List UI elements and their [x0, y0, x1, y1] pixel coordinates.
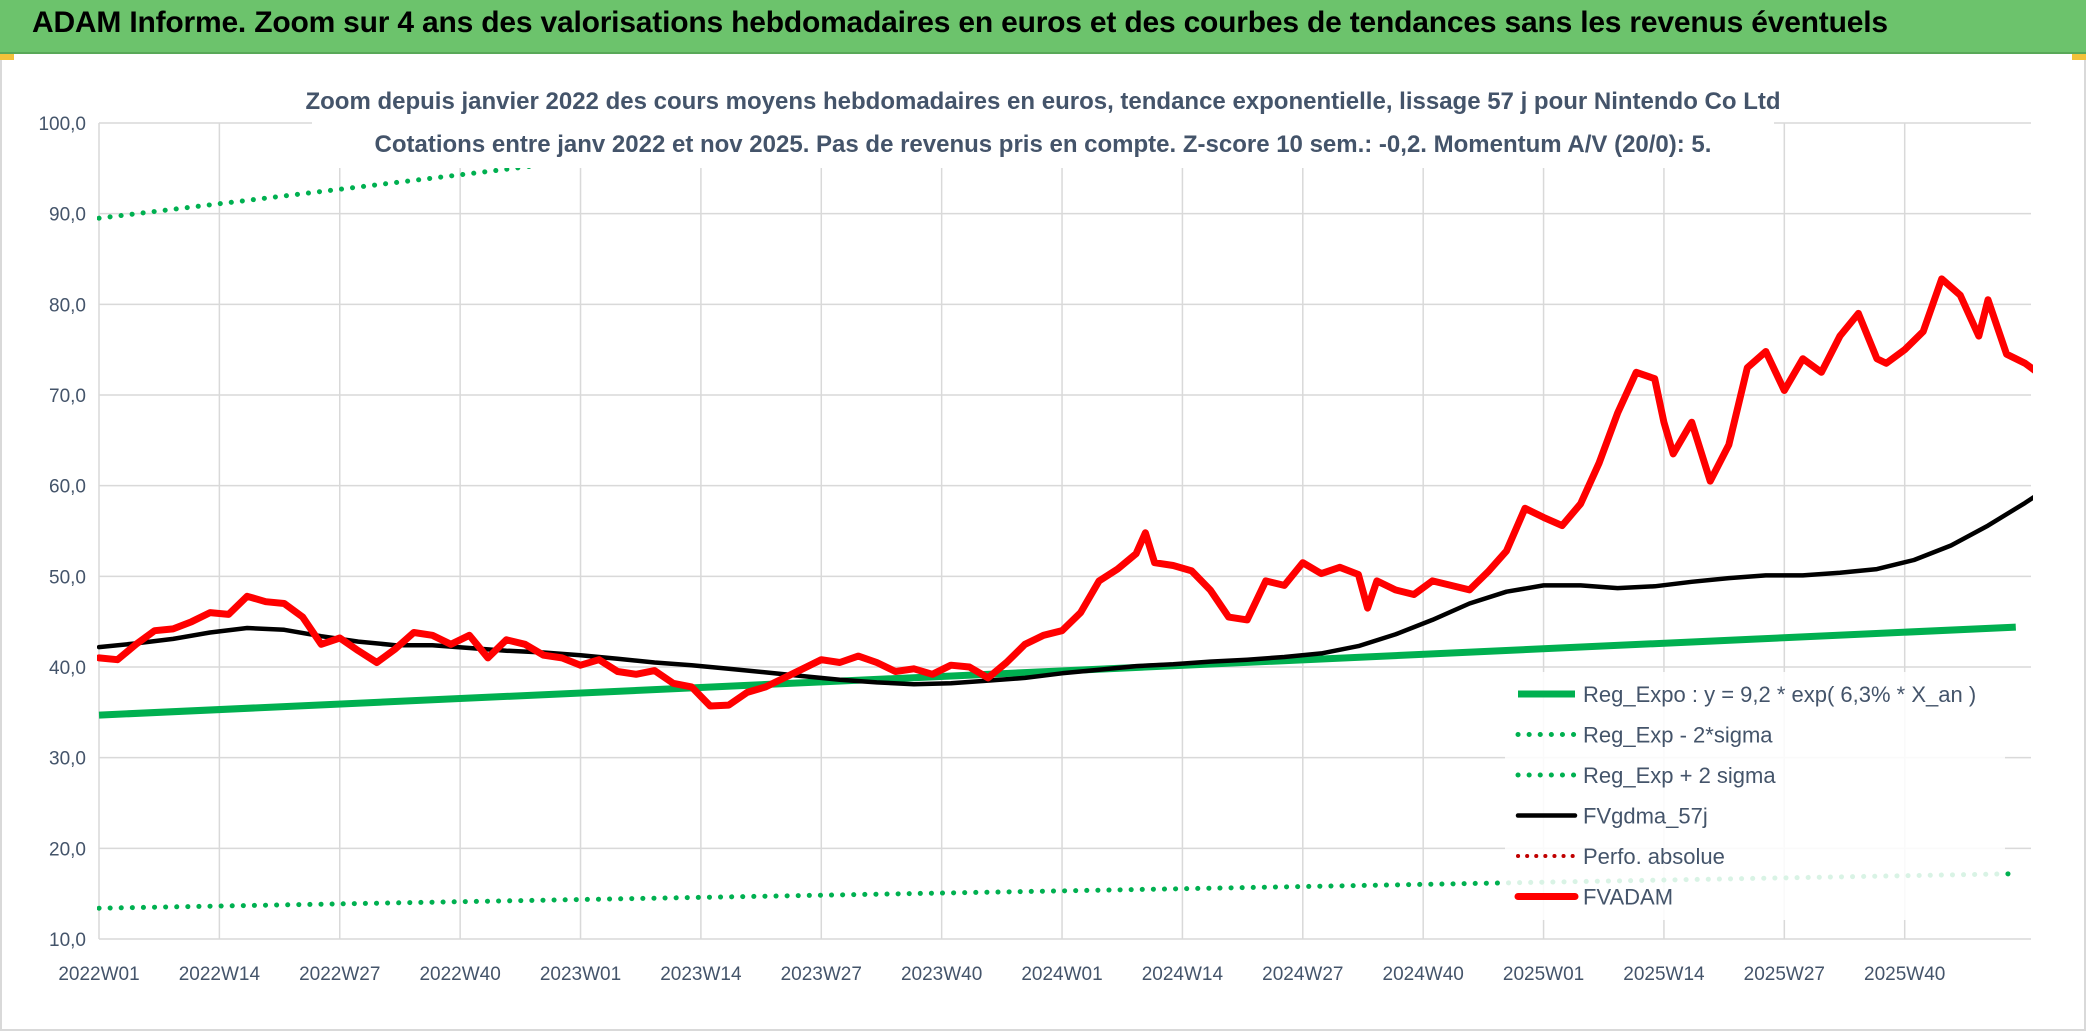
series-line-reg-exp-2-sigma [97, 121, 929, 221]
report-banner: ADAM Informe. Zoom sur 4 ans des valoris… [0, 0, 2086, 54]
x-tick-label: 2022W01 [58, 964, 139, 985]
x-tick-label: 2022W27 [299, 964, 380, 985]
x-tick-label: 2024W40 [1383, 964, 1464, 985]
chart-titles: Zoom depuis janvier 2022 des cours moyen… [305, 82, 1781, 168]
legend-label: Reg_Exp - 2*sigma [1583, 723, 1773, 748]
x-tick-label: 2025W27 [1744, 964, 1825, 985]
legend-label: Reg_Exp + 2 sigma [1583, 763, 1776, 788]
legend-label: FVADAM [1583, 885, 1673, 910]
corner-mark-right [2072, 54, 2086, 60]
y-tick-label: 10,0 [49, 930, 86, 951]
series-line-fvadam [97, 275, 2033, 710]
title-backdrop [312, 82, 1774, 168]
x-tick-label: 2023W40 [901, 964, 982, 985]
x-tick-label: 2025W40 [1864, 964, 1945, 985]
x-tick-label: 2025W14 [1623, 964, 1705, 985]
x-tick-label: 2023W14 [660, 964, 742, 985]
y-tick-label: 60,0 [49, 477, 86, 498]
y-tick-label: 80,0 [49, 295, 86, 316]
corner-mark-left [0, 54, 14, 60]
y-tick-label: 20,0 [49, 839, 86, 860]
chart-title: Zoom depuis janvier 2022 des cours moyen… [305, 88, 1780, 115]
y-tick-label: 50,0 [49, 567, 86, 588]
x-tick-label: 2024W14 [1142, 964, 1224, 985]
legend-backdrop [1505, 672, 2005, 920]
x-tick-label: 2022W14 [179, 964, 261, 985]
x-tick-label: 2023W27 [781, 964, 862, 985]
y-tick-label: 40,0 [49, 658, 86, 679]
legend-label: Perfo. absolue [1583, 844, 1725, 869]
x-tick-label: 2023W01 [540, 964, 621, 985]
y-tick-label: 90,0 [49, 205, 86, 226]
x-tick-label: 2024W01 [1021, 964, 1102, 985]
chart-subtitle: Cotations entre janv 2022 et nov 2025. P… [375, 131, 1712, 158]
y-tick-label: 70,0 [49, 386, 86, 407]
y-tick-label: 100,0 [38, 114, 86, 135]
gridlines [98, 122, 2031, 940]
x-tick-label: 2025W01 [1503, 964, 1584, 985]
axis-labels: 10,0 20,0 30,0 40,0 50,0 60,0 70,0 80,0 90,0 100,… [38, 114, 1945, 985]
legend-label: Reg_Expo : y = 9,2 * exp( 6,3% * X_an ) [1583, 682, 1976, 707]
x-tick-label: 2024W27 [1262, 964, 1343, 985]
banner-title: ADAM Informe. Zoom sur 4 ans des valoris… [32, 6, 1888, 39]
legend: Reg_Expo : y = 9,2 * exp( 6,3% * X_an ) R… [1505, 672, 2005, 920]
series-line-reg-expo-y-9-2-exp-6-3-x-an [98, 623, 2016, 719]
y-tick-label: 30,0 [49, 749, 86, 770]
x-tick-label: 2022W40 [419, 964, 500, 985]
legend-label: FVgdma_57j [1583, 804, 1708, 829]
